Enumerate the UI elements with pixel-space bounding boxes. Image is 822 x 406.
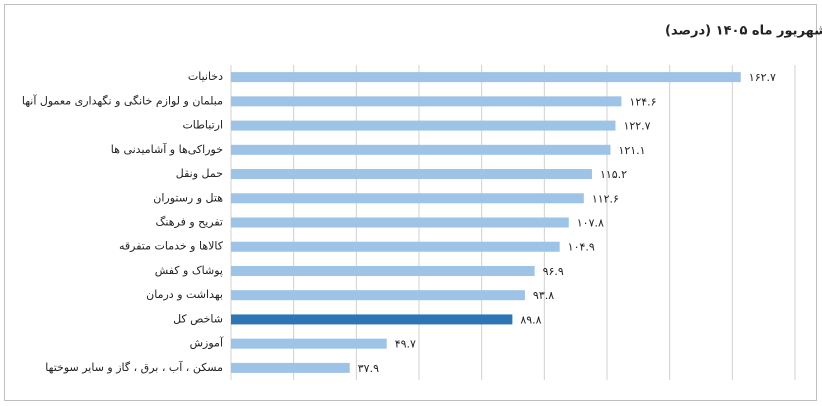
value-label: ۸۹.۸	[520, 313, 541, 326]
bar	[231, 362, 350, 373]
bar	[231, 290, 525, 301]
category-label: مبلمان و لوازم خانگی و نگهداری معمول آنه…	[22, 93, 223, 107]
category-label: بهداشت و درمان	[146, 288, 223, 301]
category-label: خوراکی‌ها و آشامیدنی ها	[111, 142, 223, 156]
value-label: ۱۱۵.۲	[600, 168, 627, 181]
category-label: حمل ونقل	[176, 167, 223, 180]
bar	[231, 120, 616, 131]
value-label: ۱۰۷.۸	[577, 217, 604, 230]
category-label: تفریح و فرهنگ	[156, 216, 223, 229]
value-label: ۹۳.۸	[533, 289, 554, 302]
chart-title: تورم نقطه به نقطه کالاها و خدمات مصرفی خ…	[665, 24, 822, 39]
category-label: دخانیات	[188, 70, 223, 83]
category-label: ارتباطات	[182, 119, 223, 132]
category-label: پوشاک و کفش	[155, 264, 223, 277]
bar	[231, 314, 513, 325]
bar	[231, 144, 611, 155]
bar	[231, 193, 584, 204]
bar	[231, 96, 622, 107]
category-label: هتل و رستوران	[153, 191, 223, 204]
bar	[231, 338, 387, 349]
category-label: کالاها و خدمات متفرقه	[119, 240, 224, 253]
value-label: ۱۲۴.۶	[629, 95, 656, 108]
bar	[231, 72, 741, 83]
value-label: ۹۶.۹	[543, 265, 564, 278]
value-label: ۱۶۲.۷	[749, 71, 776, 84]
category-label: شاخص کل	[173, 312, 223, 325]
value-label: ۱۲۲.۷	[623, 120, 650, 133]
bar	[231, 217, 569, 228]
value-label: ۱۰۴.۹	[568, 241, 595, 254]
category-label: آموزش	[190, 336, 224, 350]
value-label: ۱۲۱.۱	[618, 144, 645, 157]
bar	[231, 241, 560, 252]
value-label: ۳۷.۹	[358, 362, 379, 375]
bar	[231, 169, 592, 180]
bar	[231, 265, 535, 276]
value-label: ۱۱۲.۶	[592, 192, 619, 205]
value-label: ۴۹.۷	[395, 338, 416, 351]
category-label: مسکن ، آب ، برق ، گاز و سایر سوختها	[45, 360, 223, 374]
